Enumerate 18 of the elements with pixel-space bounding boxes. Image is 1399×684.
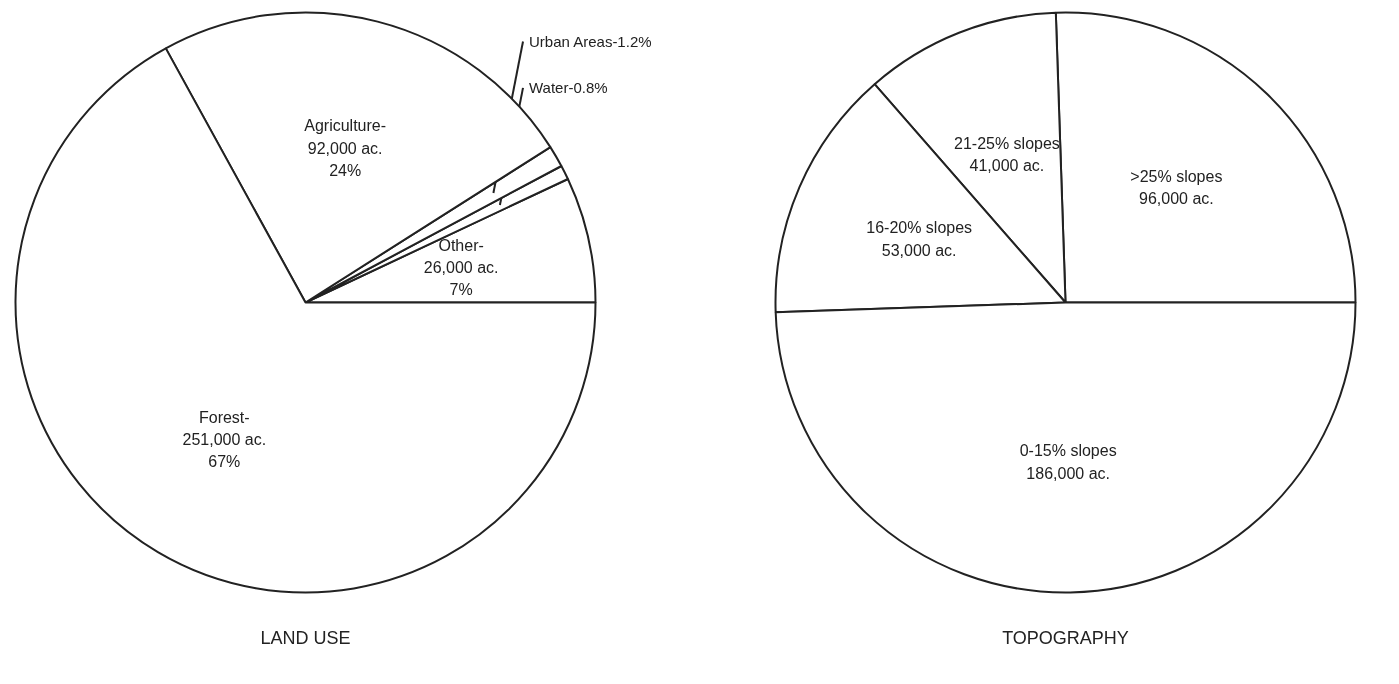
- data-label: 41,000 ac.: [969, 156, 1045, 174]
- slice-label: 0-15% slopes: [1019, 442, 1117, 460]
- data-label: 26,000 ac. 7%: [423, 259, 499, 299]
- data-label: 92,000 ac. 24%: [307, 139, 383, 179]
- slice-label: 16-20% slopes: [866, 219, 973, 237]
- slice-label: Water-0.8%: [529, 79, 608, 97]
- slice-label: >25% slopes: [1130, 168, 1223, 186]
- text: LAND USE: [260, 627, 351, 648]
- text: TOPOGRAPHY: [1002, 627, 1129, 648]
- slice-label: Forest-: [198, 409, 250, 427]
- slice-label: Urban Areas-1.2%: [529, 33, 652, 50]
- slice-label: Agriculture-: [304, 117, 387, 135]
- slice-label: Other-: [438, 237, 484, 255]
- data-label: 96,000 ac.: [1139, 190, 1214, 208]
- data-label: 53,000 ac.: [881, 241, 957, 259]
- data-label: 251,000 ac. 67%: [182, 431, 267, 471]
- slice-label: 21-25% slopes: [954, 134, 1060, 152]
- data-label: 186,000 ac.: [1026, 464, 1110, 482]
